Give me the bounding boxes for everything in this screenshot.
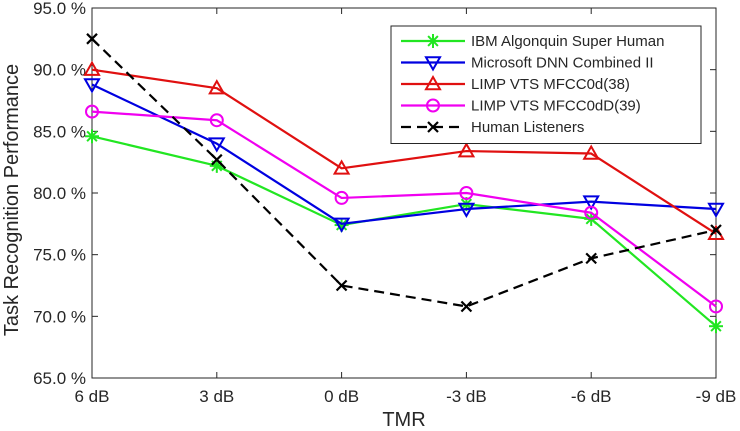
data-point (459, 186, 474, 200)
series-line (91, 68, 717, 235)
data-point (585, 252, 597, 265)
series-layer (83, 33, 725, 334)
legend-entry: Microsoft DNN Combined II (401, 55, 654, 72)
legend-entry: Human Listeners (401, 119, 584, 136)
data-point (335, 279, 348, 292)
series-line (91, 135, 717, 328)
x-axis-ticks: 6 dB 3 dB 0 dB -3 dB -6 dB -9 dB (75, 8, 737, 406)
legend-label: LIMP VTS MFCC0d(38) (471, 76, 630, 93)
data-point (582, 195, 600, 211)
x-axis-label: TMR (382, 409, 425, 431)
data-point (457, 202, 476, 219)
y-tick-label: 85.0 % (33, 122, 86, 141)
series-human-listeners (86, 33, 722, 313)
data-point (457, 142, 476, 158)
y-tick-label: 75.0 % (33, 246, 86, 265)
y-tick-label: 95.0 % (33, 0, 86, 18)
legend-entry: IBM Algonquin Super Human (401, 33, 664, 50)
legend-label: IBM Algonquin Super Human (471, 33, 664, 50)
series-microsoft-dnn-combined-ii (83, 78, 725, 233)
legend: IBM Algonquin Super Human Microsoft DNN C… (390, 25, 702, 144)
data-point (709, 299, 723, 314)
legend-label: LIMP VTS MFCC0dD(39) (471, 98, 641, 115)
y-tick-label: 65.0 % (33, 369, 86, 388)
y-tick-label: 80.0 % (33, 184, 86, 203)
data-point (211, 153, 223, 166)
data-point (426, 34, 440, 48)
data-point (427, 121, 439, 133)
data-point (85, 129, 99, 144)
series-limp-vts-mfcc0dd-39 (85, 104, 723, 314)
data-point (424, 74, 442, 91)
data-point (208, 79, 226, 95)
x-tick-label: -3 dB (446, 387, 487, 406)
series-line (91, 110, 717, 308)
y-tick-label: 90.0 % (33, 61, 86, 80)
data-point (83, 60, 101, 76)
data-point (584, 205, 599, 220)
legend-label: Microsoft DNN Combined II (471, 55, 654, 72)
data-point (209, 113, 224, 128)
data-point (707, 202, 725, 219)
y-tick-label: 70.0 % (33, 307, 86, 326)
data-point (332, 217, 351, 233)
x-tick-label: -6 dB (571, 387, 612, 406)
data-point (83, 78, 101, 94)
data-point (460, 300, 473, 313)
x-tick-label: 0 dB (324, 387, 359, 406)
data-point (426, 98, 440, 113)
data-point (86, 33, 98, 45)
data-point (709, 319, 723, 334)
legend-label: Human Listeners (471, 119, 584, 136)
x-tick-label: 3 dB (199, 387, 234, 406)
series-line (91, 83, 717, 225)
data-point (332, 159, 351, 175)
data-point (208, 137, 226, 153)
legend-entry: LIMP VTS MFCC0d(38) (401, 74, 630, 93)
data-point (85, 104, 99, 119)
series-line (91, 38, 717, 308)
data-point (424, 56, 442, 72)
data-point (582, 144, 600, 160)
x-tick-label: 6 dB (75, 387, 110, 406)
y-axis-label: Task Recognition Performance (1, 64, 23, 336)
x-tick-label: -9 dB (696, 387, 737, 406)
data-point (334, 190, 349, 205)
legend-entry: LIMP VTS MFCC0dD(39) (401, 98, 641, 115)
data-point (710, 224, 722, 236)
